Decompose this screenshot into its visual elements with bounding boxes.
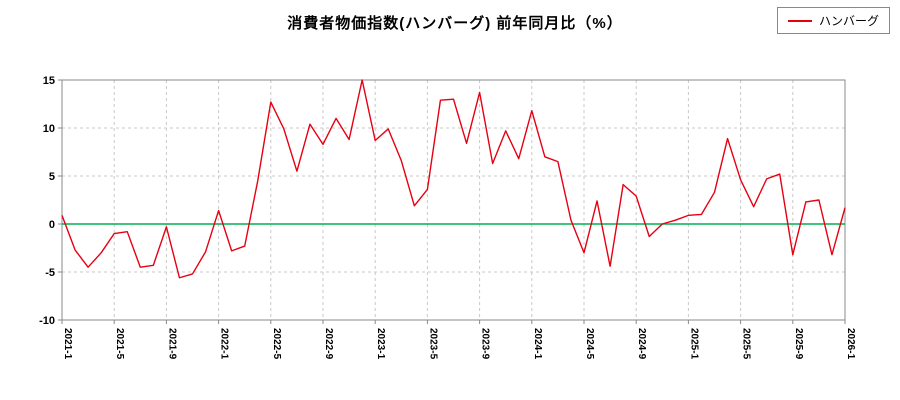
x-tick-label: 2021-5 <box>114 328 125 360</box>
legend-line-sample <box>787 19 812 22</box>
y-tick-label: 0 <box>49 219 55 231</box>
y-tick-label: 5 <box>49 171 55 183</box>
x-tick-label: 2024-9 <box>636 328 647 360</box>
y-tick-label: 15 <box>43 75 55 87</box>
y-tick-label: 10 <box>43 123 55 135</box>
x-tick-label: 2021-1 <box>62 328 73 360</box>
plot-border <box>61 79 846 321</box>
legend: ハンバーグ <box>776 7 890 34</box>
x-tick-label: 2025-5 <box>741 328 752 360</box>
x-tick-label: 2022-1 <box>219 328 230 360</box>
legend-label: ハンバーグ <box>818 14 879 28</box>
chart-title: 消費者物価指数(ハンバーグ) 前年同月比（%） <box>287 15 623 32</box>
x-tick-label: 2022-9 <box>323 328 334 360</box>
x-tick-label: 2026-1 <box>845 328 856 360</box>
x-tick-label: 2023-1 <box>375 328 386 360</box>
x-tick-label: 2024-5 <box>584 328 595 360</box>
x-tick-label: 2023-5 <box>427 328 438 360</box>
series-line <box>61 79 846 279</box>
x-tick-label: 2024-1 <box>532 328 543 360</box>
x-tick-label: 2023-9 <box>480 328 491 360</box>
y-tick-label: -10 <box>39 315 55 327</box>
y-tick-label: -5 <box>45 267 55 279</box>
x-tick-label: 2025-9 <box>793 328 804 360</box>
x-tick-label: 2025-1 <box>688 328 699 360</box>
x-tick-label: 2022-5 <box>271 328 282 360</box>
x-tick-label: 2021-9 <box>166 328 177 360</box>
